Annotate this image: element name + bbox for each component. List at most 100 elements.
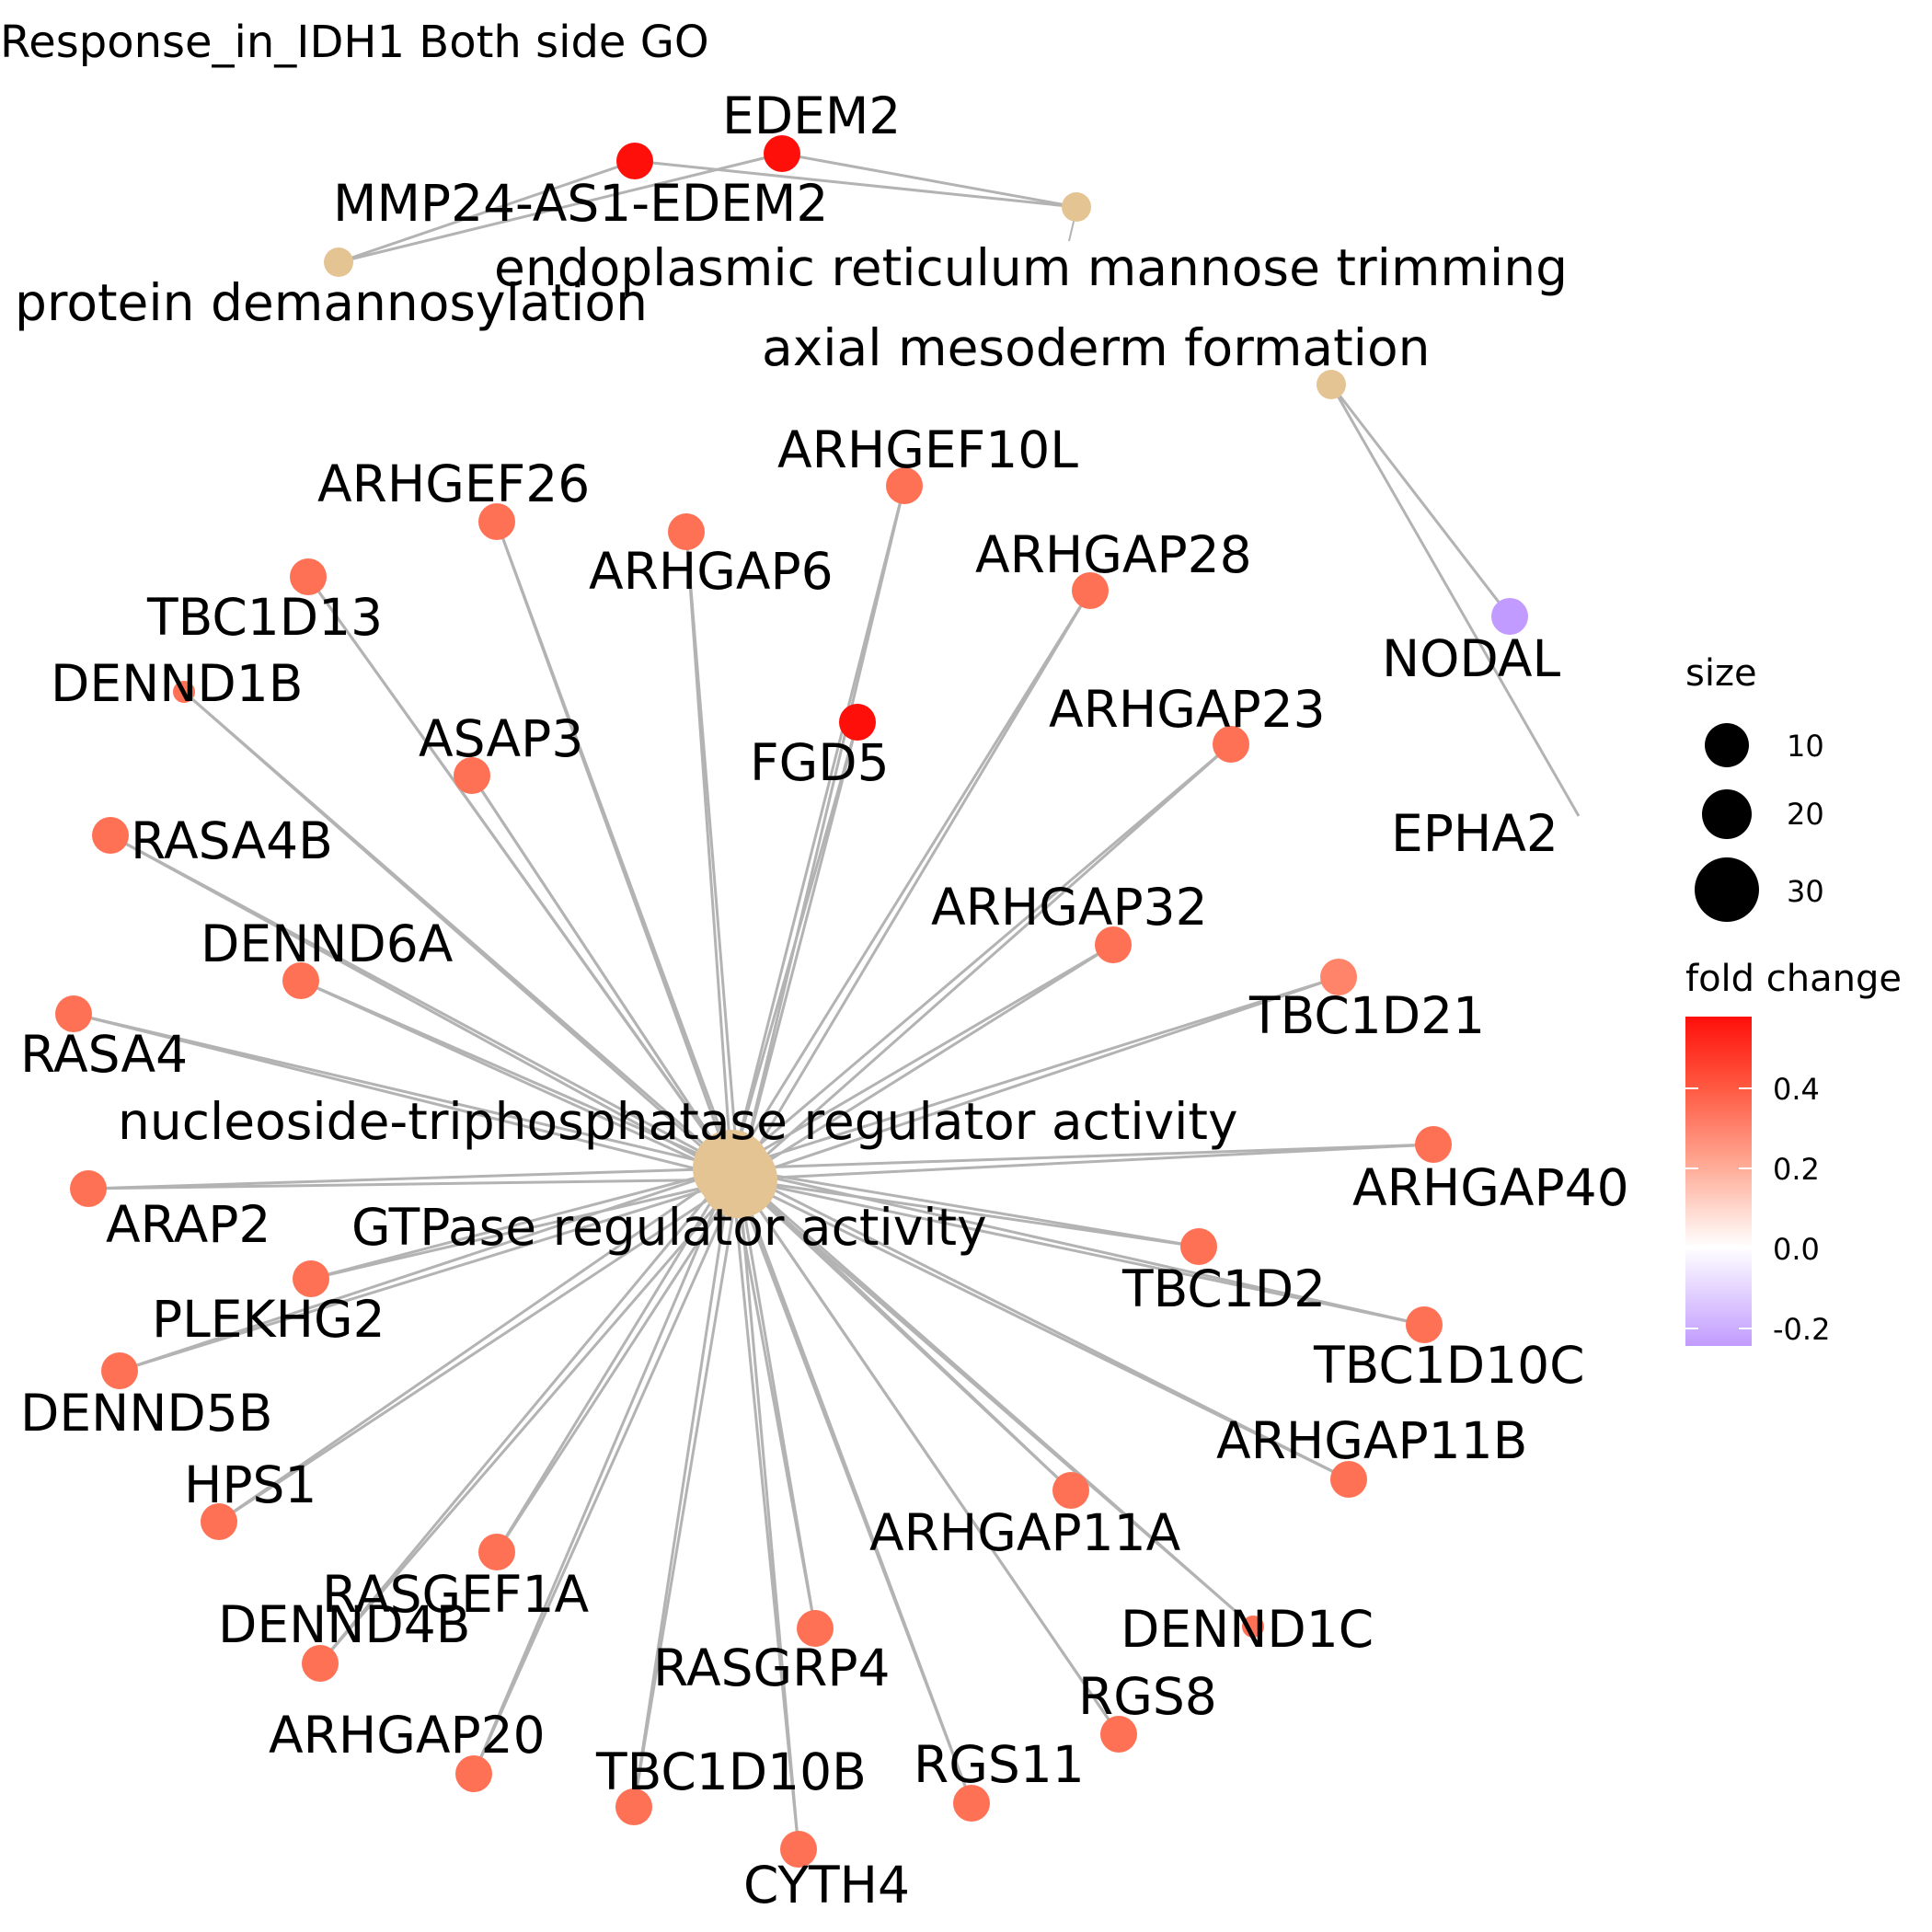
label-arhgap11a: ARHGAP11A [869,1503,1181,1562]
edge-hub-tbc1d21-1 [738,975,1340,1181]
edge-hub-arhgap32-1 [738,943,1114,1181]
legend: size 10 20 30 fold change 0.4 0.2 0.0 -0… [1685,652,1902,1347]
edge-hub-asap3-1 [470,775,741,1180]
label-arhgap20: ARHGAP20 [269,1706,546,1765]
legend-size-dot-30 [1695,857,1759,922]
label-rasa4: RASA4 [20,1025,188,1084]
label-demannosylation: protein demannosylation [15,273,648,332]
edge-edem2-demannosylation [338,152,783,264]
gene-node-cyth4 [780,1831,817,1868]
label-tbc1d21: TBC1D21 [1248,986,1485,1045]
edge-hub-arhgap23-0 [730,742,1232,1170]
edge-hub-tbc1d2-0 [730,1167,1200,1248]
edge-mmp24-demannosylation [338,159,636,264]
label-edem2: EDEM2 [722,86,901,145]
edges [73,152,1581,1850]
label-arhgap32: ARHGAP32 [931,878,1208,937]
label-arhgap6: ARHGAP6 [589,542,834,601]
gene-node-dennd5b [101,1352,138,1389]
gene-node-arhgef26 [478,503,515,540]
edge-hub-dennd1c-1 [738,1178,1254,1628]
label-hps1: HPS1 [184,1455,316,1514]
label-dennd5b: DENND5B [20,1384,272,1443]
edge-hub-arhgap40-0 [730,1143,1434,1170]
edge-hub-dennd1b-1 [183,690,740,1181]
edge-axial-epha2 [1329,384,1581,817]
gene-node-tbc1d10c [1406,1306,1443,1343]
gene-node-rgs11 [953,1785,990,1822]
edge-hub-arhgap11b-1 [738,1178,1350,1481]
label-arhgap28: ARHGAP28 [975,525,1252,584]
label-tbc1d10b: TBC1D10B [595,1742,867,1801]
legend-color-ticks [1685,1087,1752,1329]
edge-hub-dennd5b-1 [119,1178,740,1373]
legend-size-dot-20 [1702,789,1752,839]
label-arhgap40: ARHGAP40 [1352,1158,1629,1217]
edge-hub-plekhg2-1 [310,1178,740,1281]
hub-circle-front [700,1141,777,1218]
label-rasgef1a: RASGEF1A [322,1565,590,1624]
gene-node-asap3 [454,757,490,794]
edge-hub-arhgap32-0 [730,943,1114,1170]
label-epha2: EPHA2 [1391,804,1558,863]
gene-node-tbc1d13 [290,558,327,595]
legend-color-title: fold change [1685,958,1902,1000]
edge-hub-cyth4-1 [737,1179,800,1850]
edge-hub-dennd5b-0 [119,1167,732,1373]
edge-hub-arhgef10l-1 [737,485,906,1180]
legend-size-label-10: 10 [1787,729,1824,764]
gene-node-plekhg2 [293,1260,329,1297]
edge-hub-dennd4b-0 [318,1167,733,1664]
legend-color-label-0.0: 0.0 [1773,1232,1820,1267]
label-arhgap23: ARHGAP23 [1049,680,1326,739]
legend-size-title: size [1685,652,1757,695]
gene-node-dennd1b [173,681,195,703]
gene-node-arhgap11b [1330,1461,1367,1498]
edge-hub-tbc1d10c-0 [730,1167,1425,1327]
gene-node-rasgrp4 [797,1610,834,1647]
gene-node-fgd5 [839,704,876,741]
edge-hub-arhgap28-0 [730,590,1092,1169]
edge-hub-rgs8-1 [737,1179,1121,1735]
gene-node-dennd1c [1242,1616,1264,1638]
legend-color-label-0.2: 0.2 [1773,1152,1820,1187]
edge-hub-tbc1d10b-1 [632,1179,741,1808]
edge-hub-arhgap6-1 [684,531,741,1180]
edge-hub-tbc1d21-0 [730,975,1340,1170]
gene-node-arhgap11a [1052,1472,1089,1509]
edge-hub-hps1-1 [218,1178,740,1524]
label-axial: axial mesoderm formation [762,318,1430,377]
edge-hub-rasa4b-1 [109,834,740,1181]
edge-hub-dennd4b-1 [318,1179,741,1664]
edge-hub-plekhg2-0 [310,1167,732,1281]
label-rasgrp4: RASGRP4 [653,1639,891,1697]
label-arhgef26: ARHGEF26 [317,454,590,513]
gene-node-arhgap23 [1213,726,1249,763]
hub-edges [73,485,1434,1850]
edge-hub-tbc1d2-1 [738,1178,1200,1248]
edge-hub-rasa4-0 [73,1012,732,1170]
label-tbc1d13: TBC1D13 [146,588,383,647]
gene-node-rasgef1a [478,1534,515,1570]
label-rgs11: RGS11 [914,1735,1085,1794]
edge-hub-dennd6a-1 [300,979,740,1181]
gene-node-tbc1d21 [1320,959,1357,995]
gene-node-arhgap6 [668,513,705,550]
edge-hub-arap2-1 [87,1178,740,1190]
label-tbc1d2: TBC1D2 [1121,1259,1326,1318]
label-tbc1d10c: TBC1D10C [1313,1336,1585,1395]
label-hub-gtpase: GTPase regulator activity [351,1198,987,1257]
legend-size-label-20: 20 [1787,797,1824,832]
label-arhgap11b: ARHGAP11B [1216,1411,1527,1470]
legend-color-bar [1685,1017,1752,1346]
label-plekhg2: PLEKHG2 [152,1290,385,1349]
gene-node-arap2 [70,1170,107,1207]
legend-color-label-neg0.2: -0.2 [1773,1312,1830,1347]
edge-hub-arhgap28-1 [737,590,1092,1180]
label-cyth4: CYTH4 [743,1856,910,1915]
label-hub-ntpase: nucleoside-triphosphatase regulator acti… [118,1092,1238,1151]
edge-hub-arhgef26-1 [495,521,741,1180]
plot-title: Response_in_IDH1 Both side GO [0,17,709,68]
label-dennd1b: DENND1B [51,654,303,713]
